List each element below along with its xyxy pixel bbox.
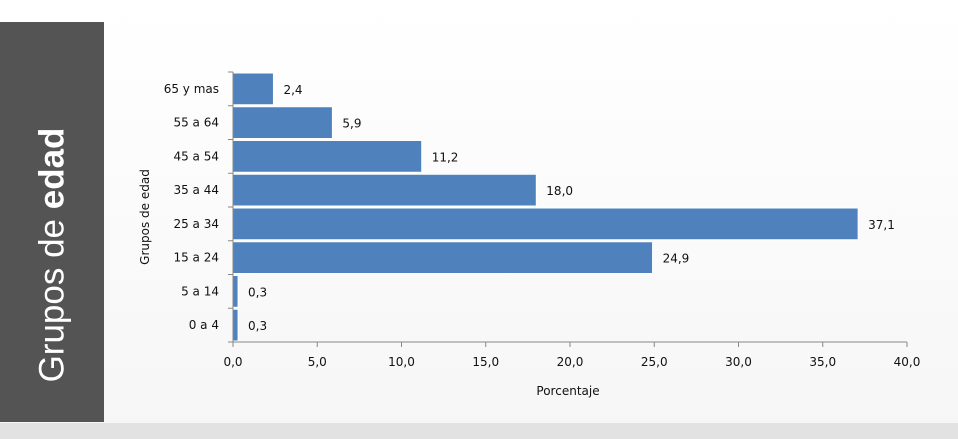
y-tick-label: 15 a 24	[173, 251, 219, 265]
y-axis-title: Grupos de edad	[138, 169, 152, 265]
y-tick-label: 65 y mas	[164, 82, 219, 96]
x-tick-label: 40,0	[894, 355, 921, 369]
y-tick-label: 5 a 14	[181, 284, 219, 298]
x-tick-label: 15,0	[472, 355, 499, 369]
x-tick-label: 0,0	[223, 355, 242, 369]
bar	[232, 173, 537, 207]
bottom-strip	[0, 423, 958, 439]
x-tick-label: 25,0	[641, 355, 668, 369]
x-tick-label: 20,0	[557, 355, 584, 369]
data-label: 2,4	[283, 83, 302, 97]
bar	[232, 140, 423, 173]
data-label: 5,9	[342, 117, 361, 131]
data-label: 0,3	[248, 285, 267, 299]
y-tick-label: 0 a 4	[189, 318, 219, 332]
bar	[232, 275, 239, 308]
y-tick-label: 25 a 34	[173, 217, 219, 231]
data-label: 37,1	[868, 218, 895, 232]
data-label: 18,0	[546, 184, 573, 198]
x-tick-label: 5,0	[308, 355, 327, 369]
x-tick-label: 30,0	[725, 355, 752, 369]
side-panel: Grupos de edad	[0, 22, 104, 422]
bar	[232, 241, 654, 274]
bar	[232, 207, 859, 241]
bar	[232, 106, 333, 139]
y-tick-label: 45 a 54	[173, 149, 219, 163]
x-tick-label: 35,0	[809, 355, 836, 369]
data-label: 0,3	[248, 319, 267, 333]
bar	[232, 72, 274, 106]
data-label: 24,9	[663, 252, 690, 266]
bar	[232, 308, 239, 342]
data-label: 11,2	[432, 150, 459, 164]
x-tick-label: 10,0	[388, 355, 415, 369]
y-tick-label: 55 a 64	[173, 116, 219, 130]
y-tick-label: 35 a 44	[173, 183, 219, 197]
x-axis-title: Porcentaje	[536, 384, 599, 398]
